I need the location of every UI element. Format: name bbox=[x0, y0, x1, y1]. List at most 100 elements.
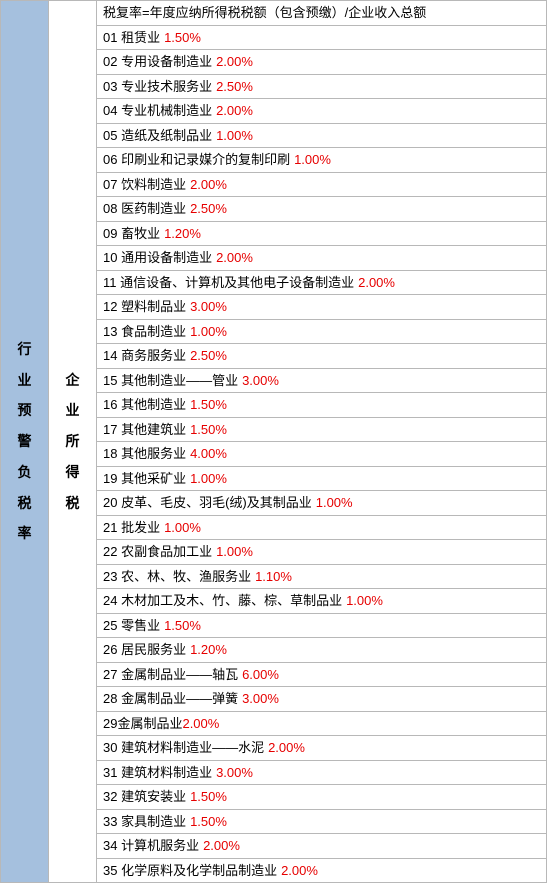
row-rate: 1.00% bbox=[216, 126, 253, 146]
row-rate: 2.00% bbox=[281, 861, 318, 881]
row-rate: 2.00% bbox=[182, 714, 219, 734]
row-rate: 3.00% bbox=[242, 371, 279, 391]
row-label: 33 家具制造业 bbox=[103, 812, 186, 832]
row-rate: 1.00% bbox=[164, 518, 201, 538]
formula-text: 税复率=年度应纳所得税税额（包含预缴）/企业收入总额 bbox=[103, 3, 426, 23]
table-row: 13 食品制造业1.00% bbox=[97, 320, 546, 345]
table-row: 10 通用设备制造业2.00% bbox=[97, 246, 546, 271]
row-label: 02 专用设备制造业 bbox=[103, 52, 212, 72]
table-row: 24 木材加工及木、竹、藤、棕、草制品业1.00% bbox=[97, 589, 546, 614]
row-rate: 1.50% bbox=[190, 395, 227, 415]
row-rate: 2.50% bbox=[190, 346, 227, 366]
tax-rate-table: 行 业 预 警 负 税 率 企 业 所 得 税 税复率=年度应纳所得税税额（包含… bbox=[0, 0, 547, 883]
table-row: 06 印刷业和记录媒介的复制印刷1.00% bbox=[97, 148, 546, 173]
row-label: 31 建筑材料制造业 bbox=[103, 763, 212, 783]
row-rate: 2.00% bbox=[216, 101, 253, 121]
row-label: 14 商务服务业 bbox=[103, 346, 186, 366]
row-label: 26 居民服务业 bbox=[103, 640, 186, 660]
row-label: 03 专业技术服务业 bbox=[103, 77, 212, 97]
row-label: 15 其他制造业——管业 bbox=[103, 371, 238, 391]
row-label: 09 畜牧业 bbox=[103, 224, 160, 244]
row-rate: 1.20% bbox=[164, 224, 201, 244]
data-column: 税复率=年度应纳所得税税额（包含预缴）/企业收入总额 01 租赁业1.50%02… bbox=[97, 1, 546, 882]
row-rate: 3.00% bbox=[242, 689, 279, 709]
table-row: 32 建筑安装业1.50% bbox=[97, 785, 546, 810]
row-label: 29金属制品业 bbox=[103, 714, 182, 734]
table-row: 34 计算机服务业2.00% bbox=[97, 834, 546, 859]
table-row: 01 租赁业1.50% bbox=[97, 26, 546, 51]
mid-header-column: 企 业 所 得 税 bbox=[49, 1, 97, 882]
table-row: 02 专用设备制造业2.00% bbox=[97, 50, 546, 75]
row-rate: 4.00% bbox=[190, 444, 227, 464]
table-row: 11 通信设备、计算机及其他电子设备制造业2.00% bbox=[97, 271, 546, 296]
table-row: 08 医药制造业2.50% bbox=[97, 197, 546, 222]
row-label: 10 通用设备制造业 bbox=[103, 248, 212, 268]
row-label: 34 计算机服务业 bbox=[103, 836, 199, 856]
table-row: 20 皮革、毛皮、羽毛(绒)及其制品业1.00% bbox=[97, 491, 546, 516]
table-row: 12 塑料制品业3.00% bbox=[97, 295, 546, 320]
table-row: 05 造纸及纸制品业1.00% bbox=[97, 124, 546, 149]
row-label: 05 造纸及纸制品业 bbox=[103, 126, 212, 146]
table-row: 27 金属制品业——轴瓦6.00% bbox=[97, 663, 546, 688]
row-label: 08 医药制造业 bbox=[103, 199, 186, 219]
row-rate: 1.50% bbox=[190, 787, 227, 807]
row-label: 22 农副食品加工业 bbox=[103, 542, 212, 562]
left-header-column: 行 业 预 警 负 税 率 bbox=[1, 1, 49, 882]
table-row: 16 其他制造业1.50% bbox=[97, 393, 546, 418]
table-row: 25 零售业1.50% bbox=[97, 614, 546, 639]
row-label: 01 租赁业 bbox=[103, 28, 160, 48]
table-row: 19 其他采矿业1.00% bbox=[97, 467, 546, 492]
table-row: 28 金属制品业——弹簧3.00% bbox=[97, 687, 546, 712]
table-row: 31 建筑材料制造业3.00% bbox=[97, 761, 546, 786]
row-rate: 1.50% bbox=[190, 812, 227, 832]
row-label: 28 金属制品业——弹簧 bbox=[103, 689, 238, 709]
row-rate: 1.00% bbox=[190, 469, 227, 489]
row-label: 35 化学原料及化学制品制造业 bbox=[103, 861, 277, 881]
table-row: 33 家具制造业1.50% bbox=[97, 810, 546, 835]
table-row: 30 建筑材料制造业——水泥2.00% bbox=[97, 736, 546, 761]
table-row: 21 批发业1.00% bbox=[97, 516, 546, 541]
mid-header-text: 企 业 所 得 税 bbox=[62, 365, 84, 519]
table-row: 14 商务服务业2.50% bbox=[97, 344, 546, 369]
row-rate: 2.00% bbox=[358, 273, 395, 293]
table-row: 07 饮料制造业2.00% bbox=[97, 173, 546, 198]
row-label: 24 木材加工及木、竹、藤、棕、草制品业 bbox=[103, 591, 342, 611]
row-rate: 2.00% bbox=[203, 836, 240, 856]
row-label: 27 金属制品业——轴瓦 bbox=[103, 665, 238, 685]
row-label: 16 其他制造业 bbox=[103, 395, 186, 415]
row-label: 21 批发业 bbox=[103, 518, 160, 538]
row-rate: 1.20% bbox=[190, 640, 227, 660]
row-rate: 2.00% bbox=[268, 738, 305, 758]
row-label: 32 建筑安装业 bbox=[103, 787, 186, 807]
table-row: 23 农、林、牧、渔服务业1.10% bbox=[97, 565, 546, 590]
row-rate: 1.50% bbox=[164, 28, 201, 48]
row-rate: 1.00% bbox=[216, 542, 253, 562]
row-rate: 6.00% bbox=[242, 665, 279, 685]
formula-row: 税复率=年度应纳所得税税额（包含预缴）/企业收入总额 bbox=[97, 1, 546, 26]
row-label: 17 其他建筑业 bbox=[103, 420, 186, 440]
row-label: 18 其他服务业 bbox=[103, 444, 186, 464]
row-rate: 1.50% bbox=[164, 616, 201, 636]
table-row: 17 其他建筑业1.50% bbox=[97, 418, 546, 443]
row-label: 13 食品制造业 bbox=[103, 322, 186, 342]
table-row: 35 化学原料及化学制品制造业2.00% bbox=[97, 859, 546, 883]
table-row: 29金属制品业2.00% bbox=[97, 712, 546, 737]
table-row: 22 农副食品加工业1.00% bbox=[97, 540, 546, 565]
row-rate: 2.00% bbox=[190, 175, 227, 195]
row-rate: 2.50% bbox=[190, 199, 227, 219]
row-label: 06 印刷业和记录媒介的复制印刷 bbox=[103, 150, 290, 170]
row-rate: 1.00% bbox=[316, 493, 353, 513]
row-label: 30 建筑材料制造业——水泥 bbox=[103, 738, 264, 758]
left-header-text: 行 业 预 警 负 税 率 bbox=[14, 334, 36, 550]
row-rate: 1.00% bbox=[190, 322, 227, 342]
row-label: 11 通信设备、计算机及其他电子设备制造业 bbox=[103, 273, 354, 293]
row-label: 23 农、林、牧、渔服务业 bbox=[103, 567, 251, 587]
row-label: 20 皮革、毛皮、羽毛(绒)及其制品业 bbox=[103, 493, 312, 513]
row-label: 12 塑料制品业 bbox=[103, 297, 186, 317]
row-rate: 1.50% bbox=[190, 420, 227, 440]
table-row: 15 其他制造业——管业3.00% bbox=[97, 369, 546, 394]
row-rate: 3.00% bbox=[216, 763, 253, 783]
table-row: 04 专业机械制造业2.00% bbox=[97, 99, 546, 124]
row-rate: 1.00% bbox=[346, 591, 383, 611]
row-label: 04 专业机械制造业 bbox=[103, 101, 212, 121]
